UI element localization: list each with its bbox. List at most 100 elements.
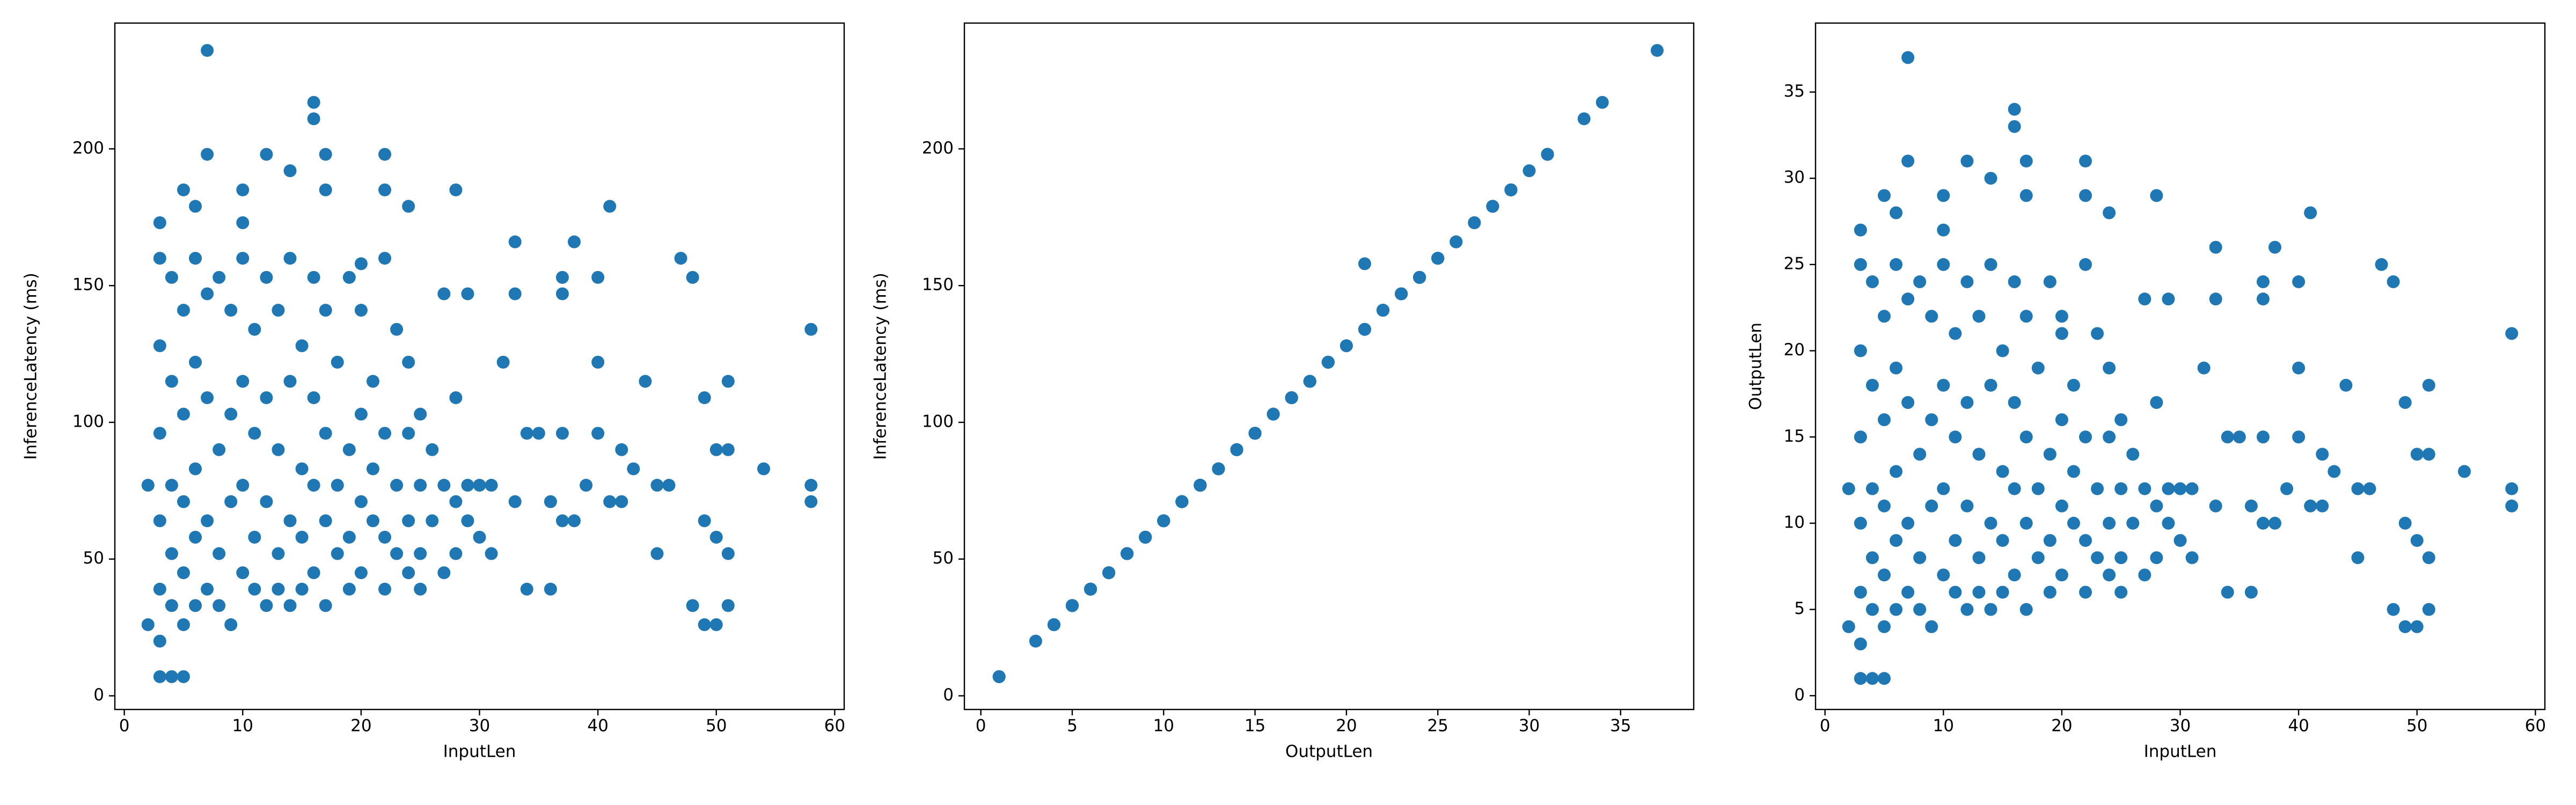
scatter-point [1877, 189, 1891, 202]
scatter-point [295, 582, 309, 596]
x-tick-label: 10 [1933, 716, 1954, 736]
scatter-point [272, 547, 285, 560]
scatter-point [165, 670, 178, 683]
scatter-point [260, 148, 273, 161]
scatter-point [236, 566, 250, 580]
scatter-point [189, 252, 202, 265]
scatter-point [2351, 551, 2365, 565]
x-tick-label: 60 [824, 716, 845, 736]
scatter-point [615, 495, 628, 508]
scatter-point [2316, 448, 2329, 461]
scatter-point [426, 443, 439, 456]
scatter-point [1984, 172, 1997, 185]
scatter-point [721, 443, 735, 456]
scatter-point [1577, 112, 1591, 126]
scatter-point [2422, 603, 2435, 616]
scatter-point [461, 287, 474, 301]
scatter-point [213, 270, 226, 284]
scatter-point [1890, 534, 1903, 547]
scatter-point [567, 235, 581, 248]
y-axis-label: InferenceLatency (ms) [871, 273, 890, 460]
scatter-point [461, 479, 474, 492]
scatter-point [1139, 530, 1152, 544]
scatter-point [1065, 599, 1079, 612]
x-tick-label: 20 [350, 716, 371, 736]
scatter-point [2244, 499, 2258, 513]
scatter-point [603, 200, 617, 213]
scatter-point [153, 514, 166, 528]
scatter-point [2375, 258, 2388, 271]
scatter-point [1854, 223, 1867, 237]
scatter-point [342, 582, 356, 596]
scatter-point [2280, 482, 2294, 495]
scatter-point [319, 599, 332, 612]
y-tick-label: 150 [922, 275, 954, 295]
scatter-point [2019, 310, 2033, 323]
scatter-point [627, 462, 640, 475]
scatter-point [2126, 516, 2140, 530]
scatter-point [2008, 120, 2021, 133]
scatter-point [1047, 618, 1060, 632]
scatter-point [414, 407, 427, 421]
scatter-point [2422, 378, 2435, 392]
scatter-point [2185, 482, 2199, 495]
scatter-point [2162, 516, 2175, 530]
scatter-point [213, 599, 226, 612]
scatter-point [283, 164, 297, 178]
scatter-point [2292, 430, 2306, 444]
scatter-point [1960, 603, 1974, 616]
scatter-point [1984, 258, 1997, 271]
scatter-point [319, 148, 332, 161]
scatter-point [224, 495, 238, 508]
scatter-point [532, 427, 545, 440]
scatter-point [307, 270, 320, 284]
scatter-point [272, 304, 285, 317]
scatter-point [2031, 551, 2045, 565]
scatter-point [2008, 103, 2021, 116]
scatter-point [721, 599, 735, 612]
scatter-point [402, 514, 415, 528]
scatter-point [331, 355, 344, 369]
scatter-point [2043, 275, 2057, 289]
scatter-point [2019, 189, 2033, 202]
x-tick-label: 0 [976, 716, 986, 736]
scatter-point [1029, 634, 1042, 648]
scatter-point [2351, 482, 2365, 495]
scatter-point [236, 216, 250, 229]
scatter-point [354, 257, 368, 270]
scatter-point [1285, 391, 1298, 405]
x-tick-label: 20 [1336, 716, 1357, 736]
scatter-point [1486, 200, 1499, 213]
scatter-point [485, 479, 498, 492]
scatter-point [2103, 568, 2116, 582]
scatter-point [1303, 375, 1316, 388]
scatter-point [189, 599, 202, 612]
scatter-point [650, 547, 664, 560]
scatter-point [177, 304, 190, 317]
scatter-point [2233, 430, 2246, 444]
x-tick-label: 50 [2406, 716, 2427, 736]
scatter-point [2019, 516, 2033, 530]
scatter-point [603, 495, 617, 508]
scatter-point [1865, 551, 1879, 565]
subplot: 0 10 20 30 40 50 60 0 50 100 150 200 InputLen Inferen… [21, 22, 845, 762]
scatter-point [390, 547, 404, 560]
scatter-point [224, 304, 238, 317]
scatter-point [165, 375, 178, 388]
scatter-point [1340, 339, 1353, 353]
scatter-point [1984, 516, 1997, 530]
scatter-point [1865, 378, 1879, 392]
scatter-point [426, 514, 439, 528]
scatter-point [2398, 516, 2412, 530]
scatter-point [307, 96, 320, 109]
y-tick-label: 100 [922, 412, 954, 431]
scatter-point [2410, 534, 2424, 547]
scatter-point [1157, 514, 1170, 528]
scatter-point [1468, 216, 1481, 229]
scatter-point [1901, 155, 1915, 168]
scatter-point [2079, 258, 2092, 271]
scatter-point [2505, 499, 2519, 513]
scatter-point [1877, 310, 1891, 323]
x-tick-label: 10 [232, 716, 253, 736]
